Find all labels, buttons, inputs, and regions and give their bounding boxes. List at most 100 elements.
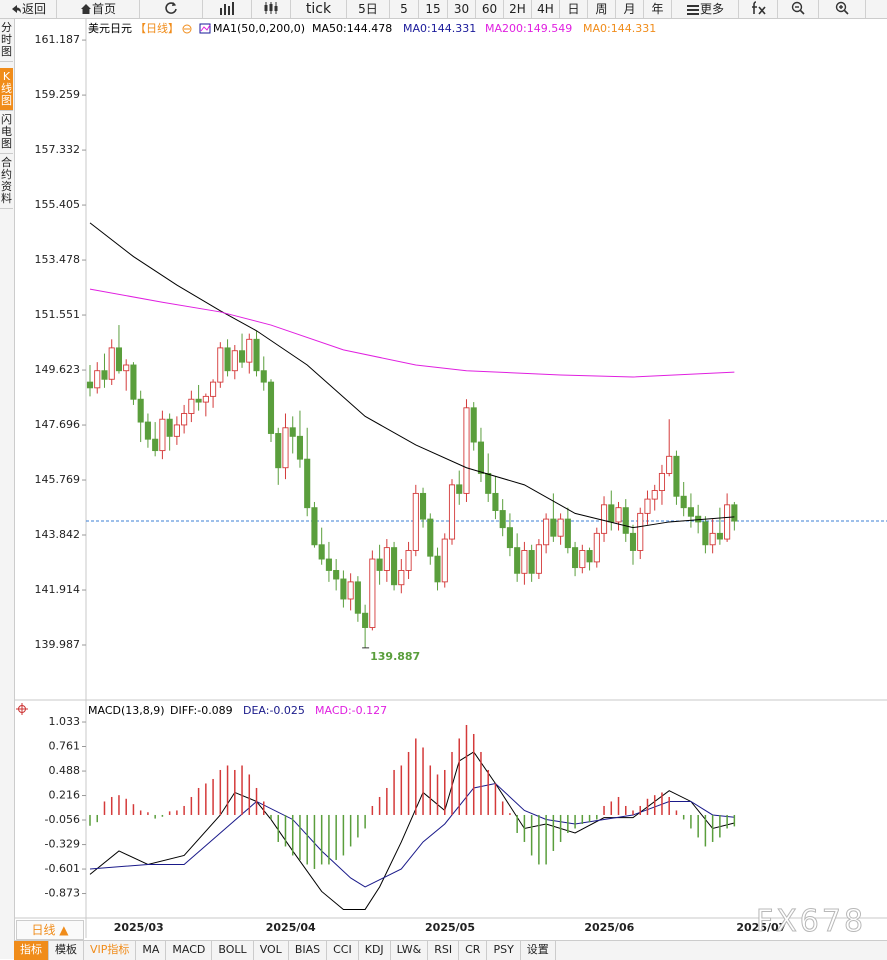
indicator-tab[interactable]: VOL [254, 941, 289, 960]
sidebar-tab[interactable]: 闪电图 [0, 111, 13, 154]
indicator-tab[interactable]: CR [459, 941, 488, 960]
more-label: 更多 [699, 2, 724, 16]
period-button[interactable]: 60 [476, 0, 504, 18]
y-tick-label: 1.033 [49, 715, 81, 728]
zoom-out-button[interactable] [778, 0, 819, 18]
more-button[interactable]: 更多 [672, 0, 739, 18]
indicator-tab[interactable]: BIAS [289, 941, 328, 960]
macd-bar [364, 814, 366, 829]
macd-bar [197, 787, 200, 815]
indicator-tab[interactable]: MACD [166, 941, 213, 960]
indicator-tab[interactable]: CCI [327, 941, 359, 960]
candle-body [267, 381, 275, 434]
candle-body [108, 347, 115, 380]
tick-button[interactable]: tick [291, 0, 347, 18]
macd-bar [509, 813, 511, 815]
candle-body [687, 507, 694, 517]
macd-bar [393, 769, 395, 815]
candle-body [579, 550, 586, 569]
candle-body [506, 527, 513, 549]
indicator-tab[interactable]: LW& [391, 941, 429, 960]
legend-label: DEA:-0.025 [243, 704, 305, 717]
sidebar-tab[interactable]: K线图 [0, 68, 13, 111]
y-tick-label: 139.987 [35, 638, 81, 651]
indicator-tab[interactable]: PSY [487, 941, 521, 960]
candle-body [470, 407, 477, 443]
sidebar-tab[interactable]: 分时图 [0, 19, 13, 62]
y-tick-label: 0.488 [49, 764, 81, 777]
low-label: 139.887 [370, 650, 420, 663]
period-button[interactable]: 2H [504, 0, 532, 18]
candle-body [144, 421, 151, 440]
period-button[interactable]: 月 [616, 0, 644, 18]
indicator-tab[interactable]: 设置 [521, 941, 556, 960]
period-button[interactable]: 4H [532, 0, 560, 18]
x-tick-label: 2025/07 [736, 921, 786, 934]
period-button[interactable]: 日 [560, 0, 588, 18]
candle-button[interactable] [252, 0, 291, 18]
y-tick-label: -0.601 [45, 862, 80, 875]
period-button[interactable]: 5 [390, 0, 419, 18]
macd-bar [675, 810, 678, 815]
macd-bar [147, 812, 149, 815]
period-button[interactable]: 年 [644, 0, 672, 18]
candle-body [275, 433, 282, 469]
legend-label: MA200:149.549 [485, 22, 572, 35]
formula-button[interactable] [739, 0, 778, 18]
indicator-tab[interactable]: KDJ [359, 941, 391, 960]
candle-body [593, 532, 600, 563]
macd-bar [465, 724, 468, 815]
indicator-tab[interactable]: 模板 [49, 941, 84, 960]
legend-label: MA0:144.331 [583, 22, 656, 35]
candle-body [680, 495, 687, 509]
crosshair-icon[interactable] [16, 703, 28, 715]
back-button[interactable]: 返回 [0, 0, 57, 18]
period-selector[interactable]: 日线 ▲ [16, 920, 84, 940]
macd-bar [690, 814, 692, 829]
period-button[interactable]: 30 [448, 0, 476, 18]
collapse-icon[interactable] [182, 24, 192, 34]
legend-label: MA50:144.478 [312, 22, 392, 35]
y-tick-label: 157.332 [35, 143, 81, 156]
candle-body [94, 370, 101, 389]
period-button[interactable]: 5日 [347, 0, 390, 18]
y-tick-label: 143.842 [35, 528, 81, 541]
period-button[interactable]: 周 [588, 0, 616, 18]
candle-body [325, 558, 332, 571]
candle-body [514, 547, 521, 574]
candle-body [492, 492, 499, 511]
macd-bar [458, 738, 460, 815]
candle-body [224, 347, 231, 372]
macd-bar [118, 795, 120, 815]
y-tick-label: -0.873 [45, 887, 80, 900]
candle-body [724, 504, 731, 540]
candle-body [238, 350, 246, 363]
indicator-icon[interactable] [199, 23, 211, 34]
indicator-tab[interactable]: 指标 [14, 941, 49, 960]
zoom-in-button[interactable] [819, 0, 866, 18]
sidebar-tab[interactable]: 合约资料 [0, 154, 13, 209]
period-label: 【日线】 [135, 21, 179, 35]
candle-body [101, 370, 108, 380]
candle-body [195, 398, 202, 403]
macd-bar [407, 751, 410, 815]
candle-body [391, 547, 398, 586]
macd-bar [255, 787, 258, 815]
indicator-tab[interactable]: RSI [428, 941, 460, 960]
home-button[interactable]: 首页 [57, 0, 140, 18]
refresh-button[interactable] [140, 0, 203, 18]
macd-bar [335, 814, 337, 860]
macd-bar [523, 814, 526, 842]
indicator-tab[interactable]: MA [136, 941, 167, 960]
candle-body [318, 544, 325, 560]
indicator-tab[interactable]: BOLL [212, 941, 254, 960]
candle-body [427, 518, 434, 557]
bar-chart-button[interactable] [203, 0, 252, 18]
candle-body [282, 427, 289, 469]
indicator-tab[interactable]: VIP指标 [84, 941, 137, 960]
macd-bar [306, 814, 308, 865]
macd-bar [110, 796, 113, 815]
period-button[interactable]: 15 [419, 0, 448, 18]
candle-body [398, 570, 405, 586]
candle-body [608, 504, 615, 523]
